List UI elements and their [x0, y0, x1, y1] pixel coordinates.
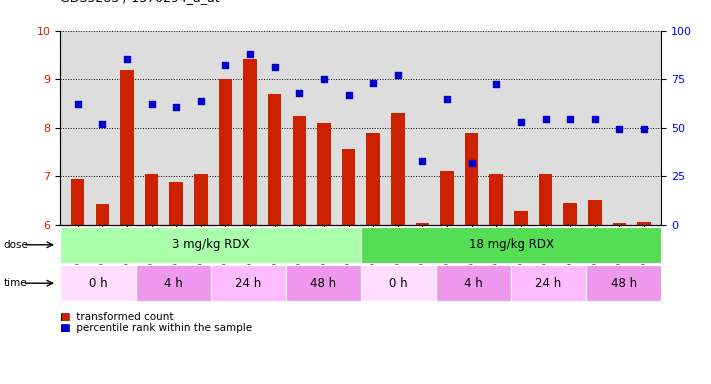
Point [368, 80, 379, 86]
Bar [292, 116, 306, 225]
Bar [71, 179, 85, 225]
Point [515, 119, 527, 125]
Text: ■  transformed count: ■ transformed count [60, 312, 174, 322]
Point [269, 64, 280, 70]
Point [319, 76, 330, 82]
Point [638, 126, 650, 132]
Text: 48 h: 48 h [611, 277, 637, 290]
Point [146, 101, 157, 108]
Bar [637, 222, 651, 225]
Point [343, 92, 354, 98]
Text: 48 h: 48 h [310, 277, 336, 290]
Point [195, 98, 206, 104]
Text: dose: dose [4, 240, 28, 250]
Point [97, 121, 108, 127]
Bar [465, 132, 479, 225]
Bar [366, 132, 380, 225]
Text: 3 mg/kg RDX: 3 mg/kg RDX [172, 238, 250, 251]
Point [122, 56, 133, 62]
Point [220, 61, 231, 68]
Bar [416, 223, 429, 225]
Text: 4 h: 4 h [164, 277, 183, 290]
Text: time: time [4, 278, 27, 288]
Bar [268, 94, 282, 225]
Bar [613, 223, 626, 225]
Bar [539, 174, 552, 225]
Bar [120, 70, 134, 225]
Point [72, 101, 83, 108]
Text: 0 h: 0 h [89, 277, 107, 290]
Text: 0 h: 0 h [389, 277, 407, 290]
Bar [194, 174, 208, 225]
Point [171, 104, 182, 110]
Text: ■: ■ [60, 323, 70, 333]
Bar [243, 59, 257, 225]
Text: 24 h: 24 h [535, 277, 562, 290]
Point [442, 96, 453, 102]
Bar [342, 149, 356, 225]
Text: ■  percentile rank within the sample: ■ percentile rank within the sample [60, 323, 252, 333]
Point [491, 81, 502, 87]
Bar [169, 182, 183, 225]
Text: 4 h: 4 h [464, 277, 483, 290]
Point [466, 159, 477, 166]
Text: GDS5283 / 1370294_a_at: GDS5283 / 1370294_a_at [60, 0, 220, 4]
Text: 18 mg/kg RDX: 18 mg/kg RDX [469, 238, 554, 251]
Point [614, 126, 625, 132]
Bar [145, 174, 159, 225]
Point [540, 116, 551, 122]
Point [589, 116, 600, 122]
Bar [219, 79, 232, 225]
Bar [588, 200, 602, 225]
Bar [563, 203, 577, 225]
Point [565, 116, 576, 122]
Point [392, 72, 403, 78]
Text: ■: ■ [60, 312, 70, 322]
Bar [489, 174, 503, 225]
Bar [514, 211, 528, 225]
Bar [440, 171, 454, 225]
Point [417, 157, 428, 164]
Text: 24 h: 24 h [235, 277, 262, 290]
Point [294, 90, 305, 96]
Bar [391, 113, 405, 225]
Bar [317, 123, 331, 225]
Point [245, 51, 256, 57]
Bar [95, 204, 109, 225]
